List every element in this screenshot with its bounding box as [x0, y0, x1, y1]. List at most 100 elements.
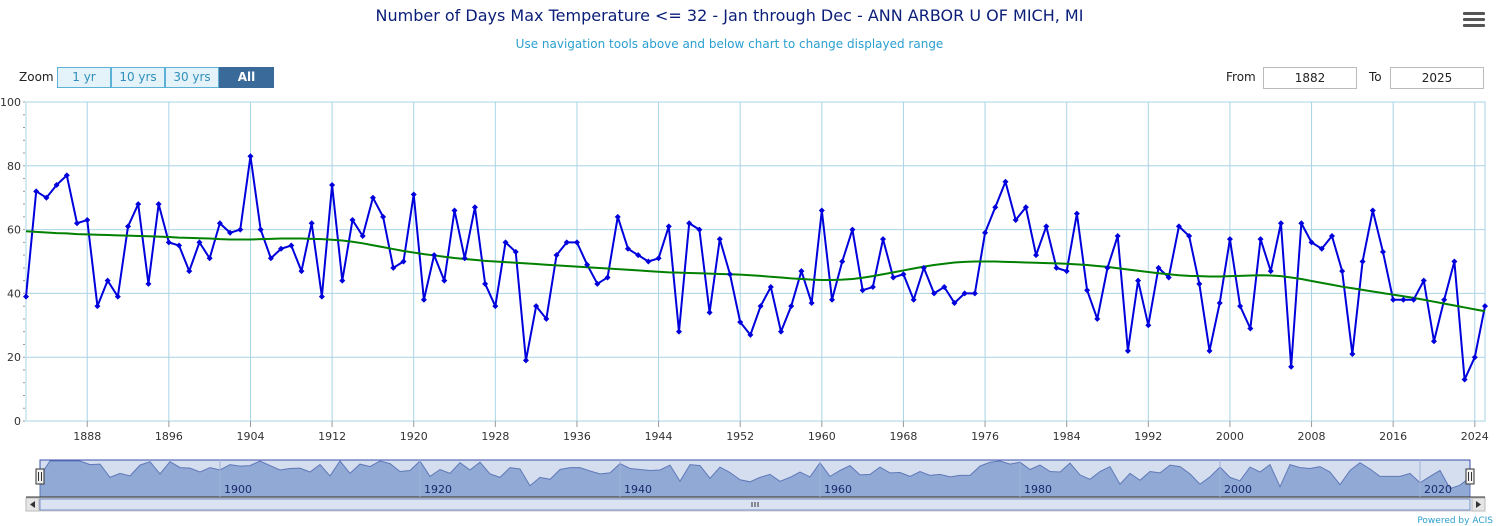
data-point-marker — [502, 239, 509, 246]
data-point-marker — [1359, 258, 1366, 265]
y-tick-label: 0 — [14, 415, 21, 428]
data-point-marker — [1308, 239, 1315, 246]
navigator-area — [39, 460, 1471, 498]
data-point-marker — [849, 226, 856, 233]
data-point-marker — [84, 217, 91, 224]
x-tick-label: 1896 — [155, 430, 183, 443]
data-point-marker — [1451, 258, 1458, 265]
grid-lines — [25, 101, 1486, 422]
zoom-10yrs-button[interactable]: 10 yrs — [111, 67, 165, 88]
data-point-marker — [951, 299, 958, 306]
x-tick-label: 1912 — [318, 430, 346, 443]
plot-area[interactable] — [23, 153, 1488, 383]
data-point-marker — [1135, 277, 1142, 284]
data-point-marker — [645, 258, 652, 265]
data-point-marker — [1114, 232, 1121, 239]
data-point-marker — [1094, 315, 1101, 322]
data-point-marker — [1175, 223, 1182, 230]
data-point-marker — [1379, 248, 1386, 255]
navigator-scrollbar[interactable] — [25, 497, 1486, 512]
data-point-marker — [186, 268, 193, 275]
data-point-marker — [176, 242, 183, 249]
data-point-marker — [1410, 296, 1417, 303]
data-point-marker — [308, 220, 315, 227]
x-tick-label: 1976 — [971, 430, 999, 443]
data-point-marker — [1012, 217, 1019, 224]
data-point-marker — [329, 181, 336, 188]
zoom-30yrs-button[interactable]: 30 yrs — [165, 67, 219, 88]
data-point-marker — [125, 223, 132, 230]
data-point-marker — [1349, 351, 1356, 358]
from-date-input[interactable] — [1263, 67, 1357, 89]
data-point-marker — [278, 245, 285, 252]
data-point-marker — [1053, 264, 1060, 271]
x-tick-label: 2008 — [1298, 430, 1326, 443]
data-point-marker — [53, 181, 60, 188]
navigator[interactable]: 1900 1920 1940 1960 1980 2000 2020 — [25, 459, 1486, 512]
zoom-label: Zoom — [19, 70, 54, 84]
data-point-marker — [1339, 268, 1346, 275]
data-point-marker — [767, 284, 774, 291]
y-tick-label: 80 — [7, 160, 21, 173]
chevron-right-icon — [1476, 501, 1481, 508]
zoom-1yr-button[interactable]: 1 yr — [57, 67, 111, 88]
data-point-marker — [380, 213, 387, 220]
data-point-marker — [686, 220, 693, 227]
navigator-left-handle[interactable] — [35, 468, 45, 485]
data-point-marker — [145, 280, 152, 287]
data-point-marker — [339, 277, 346, 284]
data-point-marker — [818, 207, 825, 214]
data-point-marker — [829, 296, 836, 303]
data-point-marker — [43, 194, 50, 201]
data-point-marker — [1237, 303, 1244, 310]
x-tick-label: 1968 — [889, 430, 917, 443]
navigator-tick-label: 1960 — [824, 483, 852, 496]
data-point-marker — [900, 271, 907, 278]
navigator-tick-label: 1940 — [624, 483, 652, 496]
navigator-tick-label: 1980 — [1024, 483, 1052, 496]
data-point-marker — [135, 201, 142, 208]
data-point-marker — [74, 220, 81, 227]
data-point-marker — [1206, 347, 1213, 354]
data-point-marker — [1002, 178, 1009, 185]
navigator-tick-label: 2020 — [1424, 483, 1452, 496]
x-tick-label: 1952 — [726, 430, 754, 443]
data-point-marker — [1390, 296, 1397, 303]
x-tick-label: 1992 — [1134, 430, 1162, 443]
navigator-right-handle[interactable] — [1465, 468, 1475, 485]
to-date-input[interactable] — [1390, 67, 1484, 89]
data-point-marker — [1267, 268, 1274, 275]
data-point-marker — [1196, 280, 1203, 287]
data-point-marker — [23, 293, 29, 300]
x-tick-label: 1928 — [481, 430, 509, 443]
data-point-marker — [1430, 338, 1437, 345]
hamburger-menu-icon[interactable] — [1463, 12, 1485, 30]
data-point-marker — [808, 299, 815, 306]
data-point-marker — [1420, 277, 1427, 284]
data-point-marker — [584, 261, 591, 268]
data-point-marker — [1165, 274, 1172, 281]
navigator-tick-label: 1920 — [424, 483, 452, 496]
data-point-marker — [165, 239, 172, 246]
data-point-marker — [594, 280, 601, 287]
navigator-tick-label: 2000 — [1224, 483, 1252, 496]
data-point-marker — [778, 328, 785, 335]
data-point-marker — [1482, 303, 1488, 310]
data-point-marker — [859, 287, 866, 294]
y-tick-label: 100 — [0, 96, 21, 109]
data-point-marker — [553, 252, 560, 259]
data-point-marker — [1471, 354, 1478, 361]
chart-title: Number of Days Max Temperature <= 32 - J… — [375, 6, 1084, 25]
y-tick-label: 60 — [7, 224, 21, 237]
x-tick-label: 1984 — [1053, 430, 1081, 443]
data-point-marker — [788, 303, 795, 310]
data-point-marker — [1318, 245, 1325, 252]
data-point-marker — [1257, 236, 1264, 243]
data-point-marker — [410, 191, 417, 198]
from-label: From — [1226, 70, 1256, 84]
zoom-all-button[interactable]: All — [219, 67, 274, 88]
data-point-marker — [33, 188, 40, 195]
to-label: To — [1369, 70, 1382, 84]
credits-link[interactable]: Powered by ACIS — [1417, 516, 1493, 526]
data-point-marker — [1145, 322, 1152, 329]
